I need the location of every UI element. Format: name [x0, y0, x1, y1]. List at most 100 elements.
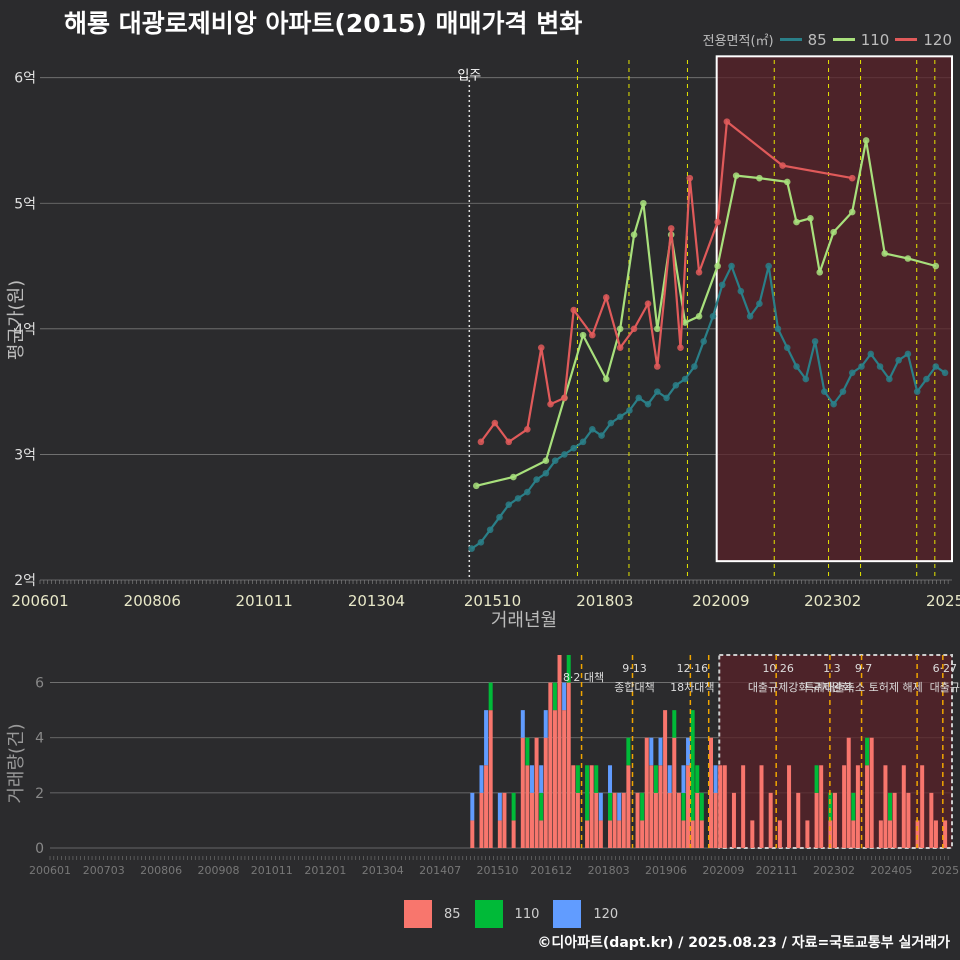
- bar-policy-label: 10.26: [762, 662, 794, 675]
- bar-110: [653, 765, 658, 793]
- data-point-120: [491, 419, 499, 427]
- bar-85: [676, 792, 681, 848]
- bar-110: [888, 792, 893, 821]
- bar-85: [759, 765, 764, 848]
- bar-85: [846, 737, 851, 848]
- data-point-85: [746, 312, 754, 320]
- bar-110: [681, 792, 686, 821]
- bar-85: [768, 792, 773, 848]
- bar-85: [842, 765, 847, 848]
- bar-120: [497, 792, 502, 821]
- bar-y-axis-label: 거래량(건): [6, 723, 27, 803]
- bar-120: [529, 765, 534, 793]
- bar-x-tick-label: 201201: [304, 864, 346, 877]
- data-point-85: [811, 338, 819, 345]
- data-point-120: [547, 400, 554, 408]
- data-point-85: [858, 363, 865, 370]
- legend-swatch-120: [895, 38, 918, 41]
- bar-110: [865, 737, 870, 766]
- bar-85: [796, 792, 801, 848]
- data-point-85: [718, 281, 726, 289]
- series-line-85: [470, 263, 946, 550]
- data-point-85: [598, 432, 605, 439]
- data-point-85: [514, 495, 522, 502]
- data-point-85: [477, 539, 485, 546]
- bar-policy-sublabel: 특례대출축소 토허제 해제: [804, 680, 922, 694]
- bar-110: [851, 792, 856, 821]
- bar-85: [787, 765, 792, 848]
- legend-bottom-swatch-110: [474, 900, 503, 928]
- data-point-85: [616, 413, 624, 421]
- bar-110: [672, 710, 677, 738]
- bar-85: [943, 820, 948, 848]
- bar-85: [906, 792, 911, 848]
- bar-85: [888, 820, 893, 848]
- bar-85: [594, 792, 599, 848]
- data-point-85: [895, 356, 902, 364]
- bar-120: [658, 737, 663, 766]
- bar-110: [488, 682, 493, 711]
- data-point-85: [681, 375, 689, 383]
- bar-120: [562, 682, 567, 711]
- data-point-85: [570, 444, 578, 452]
- data-point-85: [867, 350, 875, 358]
- bar-x-tick-label: 202111: [756, 864, 798, 877]
- data-point-110: [881, 250, 889, 257]
- bar-85: [562, 710, 567, 848]
- x-axis-label: 거래년월: [491, 610, 557, 631]
- bar-110: [814, 765, 819, 793]
- bar-110: [690, 710, 695, 821]
- data-point-85: [589, 426, 596, 433]
- bar-85: [892, 792, 897, 848]
- x-tick-label: 200806: [124, 592, 181, 610]
- bar-120: [608, 765, 613, 793]
- data-point-120: [477, 438, 485, 446]
- data-point-110: [616, 325, 624, 333]
- bar-x-tick-label: 200806: [140, 864, 182, 877]
- bar-x-tick-label: 200601: [29, 864, 71, 877]
- data-point-85: [830, 400, 837, 408]
- bar-y-tick-label: 4: [35, 731, 44, 747]
- bar-120: [667, 765, 672, 793]
- bar-85: [525, 765, 530, 848]
- data-point-85: [505, 501, 513, 508]
- legend-bottom-label-85: 85: [444, 906, 461, 922]
- data-point-110: [714, 262, 721, 270]
- bar-110: [575, 765, 580, 793]
- bar-85: [851, 820, 856, 848]
- legend-swatch-85: [779, 38, 802, 41]
- bar-110: [539, 792, 544, 821]
- data-point-110: [793, 218, 800, 226]
- bar-85: [635, 792, 640, 848]
- data-point-110: [542, 457, 550, 464]
- bar-120: [713, 765, 718, 793]
- bar-policy-sublabel: 규제완화: [812, 681, 852, 694]
- bar-x-tick-label: 201304: [362, 864, 404, 877]
- bar-110: [640, 792, 645, 821]
- data-point-85: [533, 476, 540, 483]
- bar-85: [552, 710, 557, 848]
- bar-110: [828, 792, 833, 821]
- data-point-120: [653, 363, 661, 370]
- bar-x-tick-label: 201612: [530, 864, 572, 877]
- bar-110: [552, 682, 557, 711]
- data-point-85: [700, 338, 707, 345]
- data-point-85: [904, 350, 912, 358]
- bar-120: [598, 792, 603, 821]
- y-tick-label: 3억: [14, 447, 36, 463]
- x-tick-label: 202009: [692, 592, 749, 610]
- bar-85: [667, 792, 672, 848]
- data-point-85: [821, 388, 828, 395]
- bar-85: [699, 820, 704, 848]
- data-point-85: [542, 469, 550, 477]
- data-point-85: [923, 375, 930, 383]
- bar-85: [672, 737, 677, 848]
- bar-110: [566, 655, 571, 683]
- data-point-85: [848, 369, 856, 377]
- bar-85: [805, 820, 810, 848]
- bar-85: [718, 765, 723, 848]
- data-point-85: [756, 300, 763, 308]
- data-point-120: [677, 344, 684, 351]
- bar-85: [557, 655, 562, 848]
- data-point-85: [839, 388, 847, 395]
